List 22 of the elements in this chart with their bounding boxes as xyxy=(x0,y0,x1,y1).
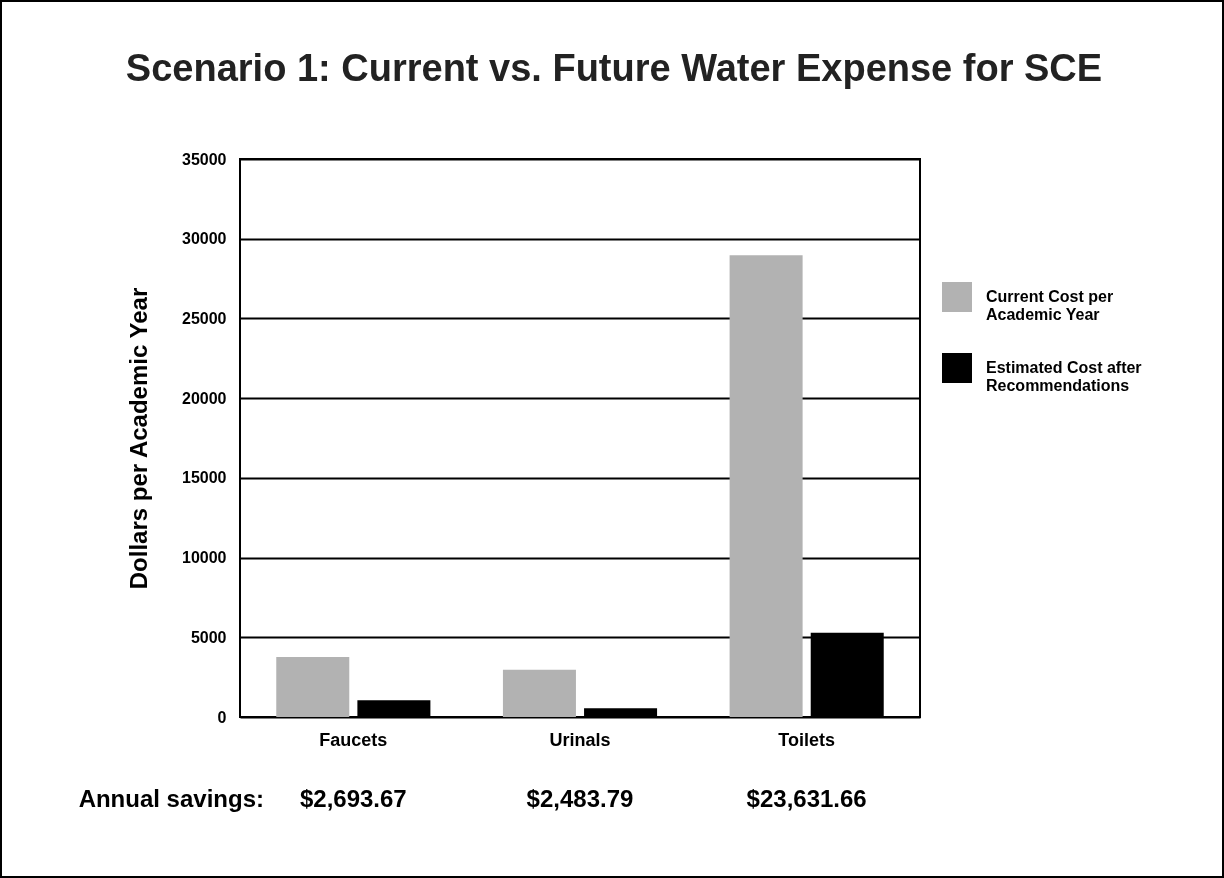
y-tick-label: 35000 xyxy=(182,150,227,168)
y-axis-title: Dollars per Academic Year xyxy=(125,287,153,590)
y-tick-label: 15000 xyxy=(182,469,227,487)
y-tick-label: 20000 xyxy=(182,389,227,407)
legend-label: Current Cost per Academic Year xyxy=(986,288,1114,323)
y-tick-label: 30000 xyxy=(182,230,227,248)
y-tick-label: 10000 xyxy=(182,549,227,567)
text: $23,631.66 xyxy=(746,785,867,812)
x-tick-label: Faucets xyxy=(319,729,388,750)
x-tick-label: Toilets xyxy=(778,729,835,750)
chart-title: Scenario 1: Current vs. Future Water Expense for SCE xyxy=(125,47,1103,89)
x-tick-label: Urinals xyxy=(549,729,611,750)
text: $2,483.79 xyxy=(526,785,634,812)
legend-label: Estimated Cost after Recommendations xyxy=(986,359,1142,394)
bar xyxy=(729,255,803,717)
y-tick-label: 25000 xyxy=(182,309,227,327)
bar xyxy=(502,669,576,717)
bar xyxy=(276,656,350,717)
y-tick-label: 0 xyxy=(217,708,227,726)
y-tick-label: 5000 xyxy=(190,628,227,646)
text: Annual savings: xyxy=(78,785,264,812)
text: $2,693.67 xyxy=(299,785,407,812)
